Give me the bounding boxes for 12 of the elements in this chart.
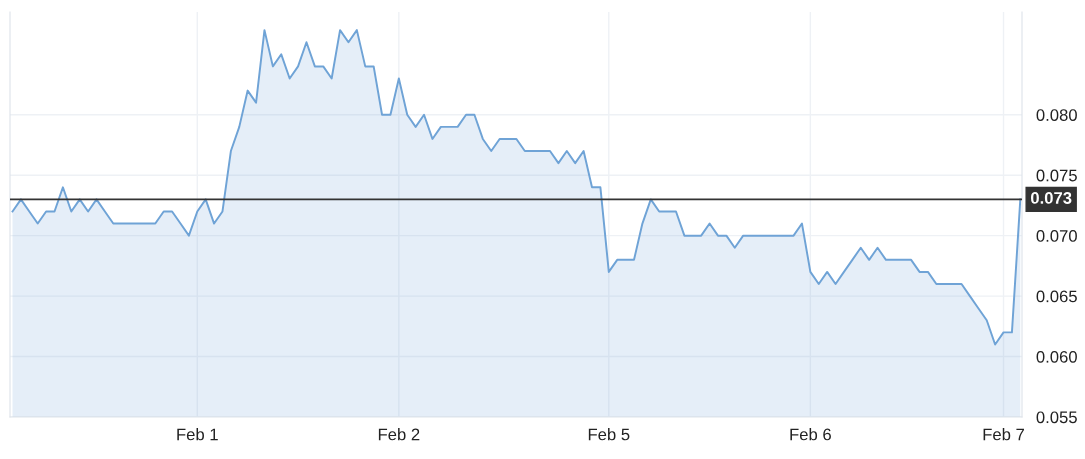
ref-line-label: 0.073 (1030, 192, 1072, 204)
x-tick-label: Feb 6 (790, 428, 831, 441)
x-tick-label: Feb 1 (177, 428, 218, 441)
y-tick-label: 0.075 (1036, 169, 1077, 182)
x-tick-label: Feb 2 (378, 428, 420, 441)
x-tick-label: Feb 7 (983, 428, 1024, 441)
y-tick-label: 0.065 (1036, 290, 1077, 303)
y-tick-label: 0.055 (1036, 411, 1077, 424)
y-tick-label: 0.060 (1036, 350, 1077, 363)
y-tick-label: 0.080 (1036, 109, 1077, 121)
x-tick-label: Feb 5 (588, 428, 630, 441)
y-tick-label: 0.070 (1036, 230, 1077, 242)
